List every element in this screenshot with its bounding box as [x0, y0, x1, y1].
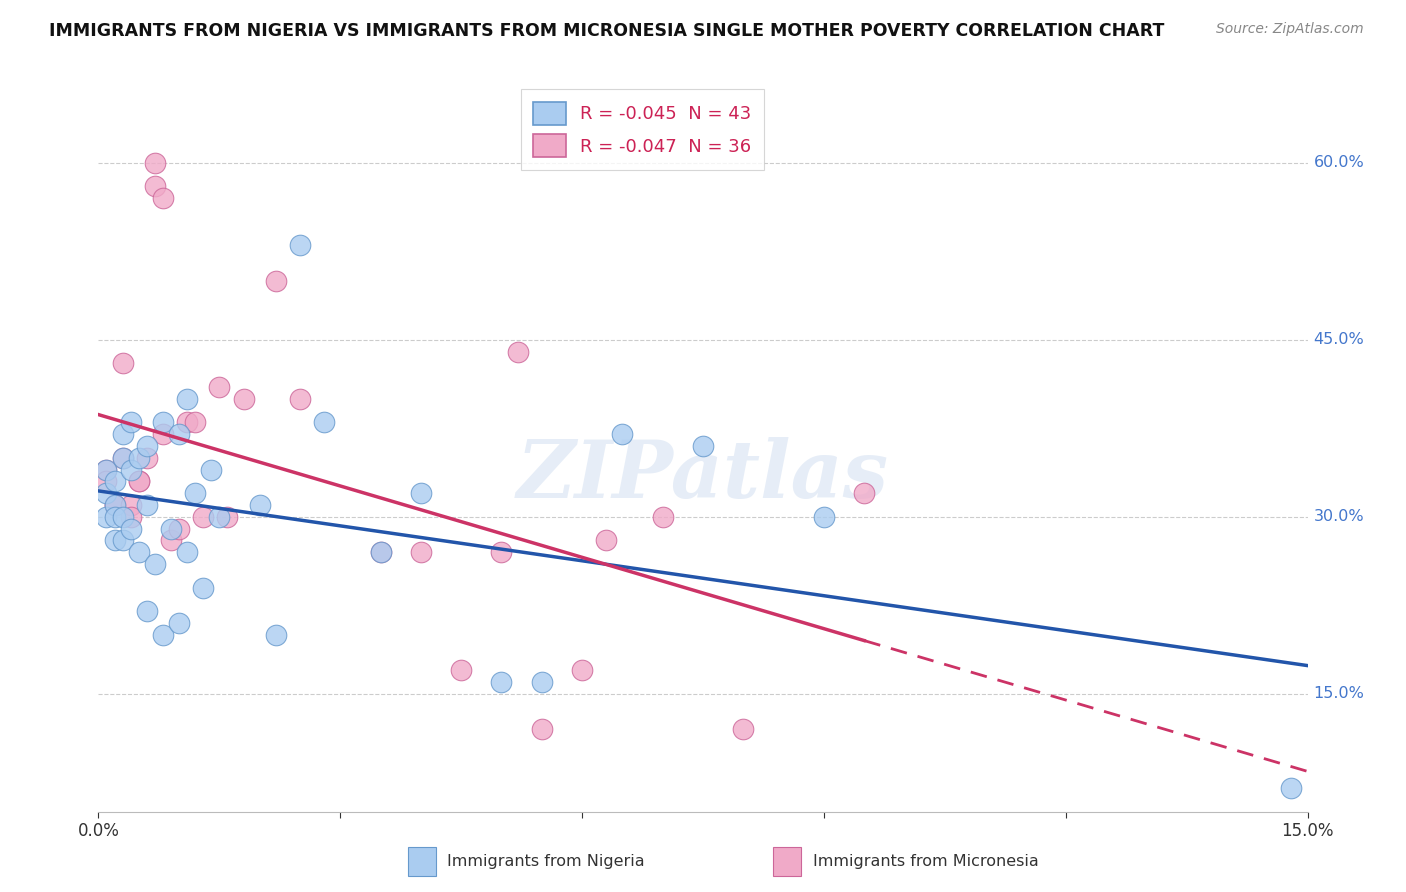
Point — [111, 356, 134, 370]
Point — [135, 604, 157, 618]
Point — [103, 475, 125, 489]
Point — [314, 416, 336, 430]
Point — [120, 509, 142, 524]
Point — [184, 416, 207, 430]
Point — [491, 545, 513, 559]
Point — [103, 509, 125, 524]
Point — [491, 675, 513, 690]
Point — [409, 545, 432, 559]
Text: Immigrants from Micronesia: Immigrants from Micronesia — [813, 855, 1039, 869]
Point — [176, 545, 198, 559]
Text: Source: ZipAtlas.com: Source: ZipAtlas.com — [1216, 22, 1364, 37]
Text: 15.0%: 15.0% — [1313, 686, 1364, 701]
Text: 30.0%: 30.0% — [1313, 509, 1364, 524]
Point — [111, 509, 134, 524]
Point — [152, 416, 174, 430]
Point — [120, 522, 142, 536]
Point — [176, 416, 198, 430]
Point — [160, 533, 183, 548]
Point — [176, 392, 198, 406]
Point — [111, 427, 134, 442]
Point — [1281, 781, 1303, 796]
Point — [103, 533, 125, 548]
Point — [612, 427, 634, 442]
Point — [96, 486, 118, 500]
Point — [264, 628, 287, 642]
Text: Immigrants from Nigeria: Immigrants from Nigeria — [447, 855, 645, 869]
Point — [184, 486, 207, 500]
Point — [193, 581, 215, 595]
Point — [120, 498, 142, 512]
Point — [733, 722, 755, 736]
Point — [409, 486, 432, 500]
Point — [264, 274, 287, 288]
Point — [143, 557, 166, 571]
Text: IMMIGRANTS FROM NIGERIA VS IMMIGRANTS FROM MICRONESIA SINGLE MOTHER POVERTY CORR: IMMIGRANTS FROM NIGERIA VS IMMIGRANTS FR… — [49, 22, 1164, 40]
Point — [692, 439, 714, 453]
Point — [506, 344, 529, 359]
Point — [853, 486, 876, 500]
Point — [135, 450, 157, 465]
Point — [160, 522, 183, 536]
Point — [530, 722, 553, 736]
Point — [143, 156, 166, 170]
Point — [96, 509, 118, 524]
Point — [111, 533, 134, 548]
Point — [370, 545, 392, 559]
Point — [152, 427, 174, 442]
Point — [128, 475, 150, 489]
Point — [571, 663, 593, 677]
Point — [152, 191, 174, 205]
Point — [167, 615, 190, 630]
Point — [103, 498, 125, 512]
Point — [193, 509, 215, 524]
Point — [103, 498, 125, 512]
Text: 45.0%: 45.0% — [1313, 333, 1364, 347]
Text: ZIPatlas: ZIPatlas — [517, 436, 889, 514]
Point — [813, 509, 835, 524]
Point — [152, 628, 174, 642]
Point — [288, 238, 311, 252]
Point — [288, 392, 311, 406]
Point — [111, 450, 134, 465]
Point — [96, 475, 118, 489]
Point — [217, 509, 239, 524]
Point — [120, 416, 142, 430]
Point — [595, 533, 617, 548]
Point — [128, 450, 150, 465]
Point — [208, 380, 231, 394]
Point — [530, 675, 553, 690]
Text: 60.0%: 60.0% — [1313, 155, 1364, 170]
Point — [651, 509, 673, 524]
Point — [96, 462, 118, 476]
Point — [135, 439, 157, 453]
Point — [249, 498, 271, 512]
Point — [96, 462, 118, 476]
Point — [143, 179, 166, 194]
Legend: R = -0.045  N = 43, R = -0.047  N = 36: R = -0.045 N = 43, R = -0.047 N = 36 — [520, 89, 765, 170]
Point — [208, 509, 231, 524]
Point — [450, 663, 472, 677]
Point — [370, 545, 392, 559]
Point — [111, 450, 134, 465]
Point — [200, 462, 222, 476]
Point — [103, 498, 125, 512]
Point — [167, 427, 190, 442]
Point — [167, 522, 190, 536]
Point — [135, 498, 157, 512]
Point — [128, 545, 150, 559]
Point — [120, 462, 142, 476]
Point — [128, 475, 150, 489]
Point — [232, 392, 254, 406]
